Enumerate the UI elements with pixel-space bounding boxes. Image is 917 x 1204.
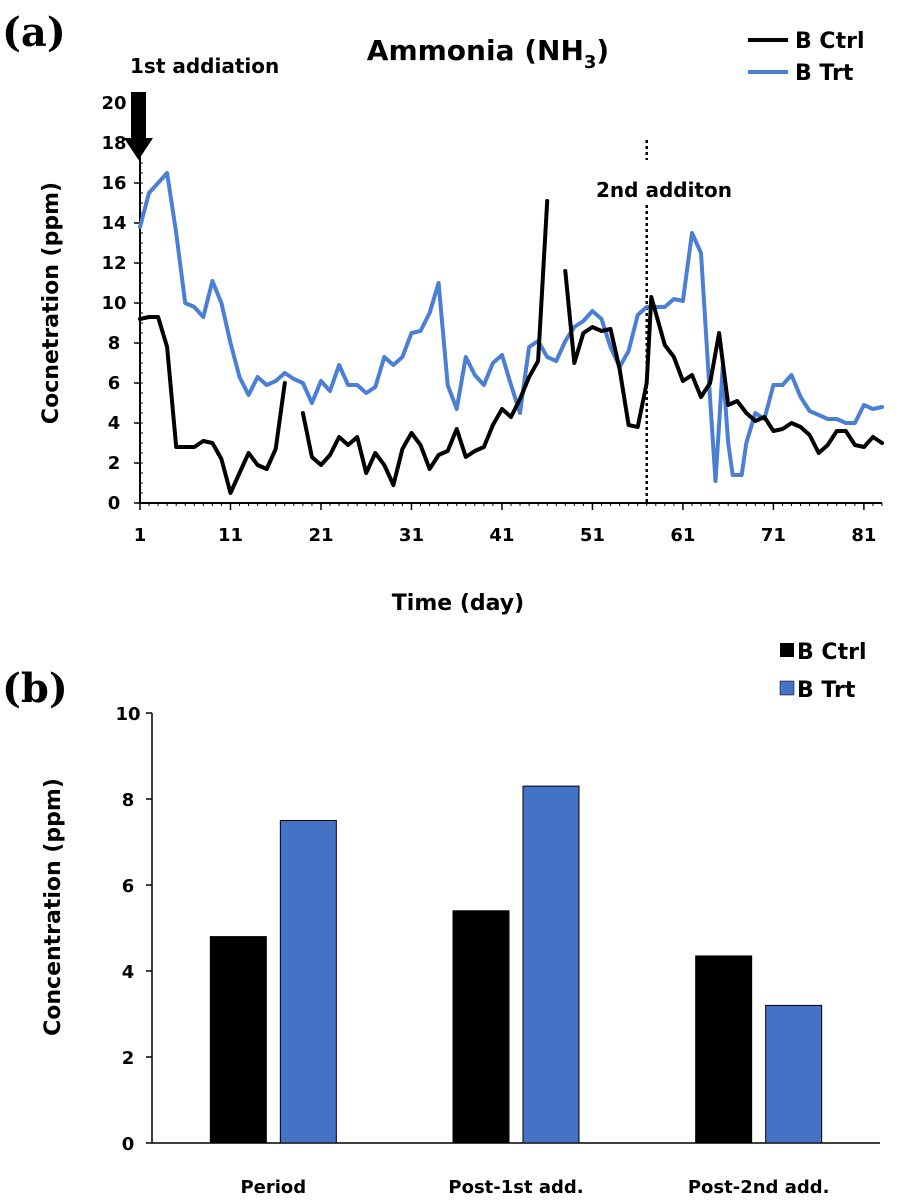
series-lines <box>138 171 884 495</box>
panel-label-b: (b) <box>2 665 68 712</box>
bar-b-ctrl-3 <box>695 955 753 1144</box>
category-label: Period <box>240 1177 306 1198</box>
y-tick-label: 14 <box>101 213 126 234</box>
y-tick-label: 6 <box>122 876 135 897</box>
y-ticks: 0 2 4 6 8 10 <box>115 704 152 1155</box>
annotation-2nd-addition: 2nd additon <box>596 178 732 202</box>
arrow-shaft <box>131 92 146 140</box>
category-label: Post-1st add. <box>448 1177 583 1198</box>
annotation-1st-addition: 1st addiation <box>130 54 279 78</box>
x-axis-label: Time (day) <box>392 591 524 616</box>
x-tick-label: 81 <box>851 525 876 546</box>
x-tick-label: 41 <box>489 525 514 546</box>
bar-b-trt-2 <box>522 785 580 1144</box>
x-tick-label: 21 <box>308 525 333 546</box>
x-tick-label: 61 <box>670 525 695 546</box>
legend-swatch-b-trt <box>779 680 795 696</box>
y-tick-label: 4 <box>108 413 121 434</box>
bar-b-ctrl-1 <box>209 936 267 1144</box>
y-tick-label: 0 <box>108 493 121 514</box>
y-tick-label: 10 <box>115 704 140 725</box>
y-tick-label: 8 <box>122 790 135 811</box>
line-chart-panel: (a) Ammonia (NH3) B Ctrl B Trt 1st addia… <box>2 9 884 616</box>
category-label: Post-2nd add. <box>688 1177 830 1198</box>
series-line-b-ctrl-segment-1 <box>138 315 287 495</box>
panel-label-a: (a) <box>2 9 66 56</box>
y-tick-label: 10 <box>101 293 126 314</box>
series-line-b-trt-segment-1 <box>138 171 884 483</box>
legend-swatch-b-ctrl <box>780 643 794 657</box>
y-tick-label: 6 <box>108 373 121 394</box>
bar-b-trt-3 <box>765 1004 823 1144</box>
x-ticks: 1 11 21 31 41 51 61 71 81 <box>134 503 883 546</box>
y-tick-label: 12 <box>101 253 126 274</box>
y-tick-label: 0 <box>122 1134 135 1155</box>
x-tick-label: 51 <box>580 525 605 546</box>
bars <box>209 785 823 1144</box>
x-tick-label: 11 <box>218 525 243 546</box>
y-tick-label: 8 <box>108 333 121 354</box>
legend-label-b-ctrl: B Ctrl <box>795 29 864 54</box>
y-tick-label: 20 <box>101 93 126 114</box>
y-tick-label: 2 <box>122 1048 135 1069</box>
y-tick-label: 18 <box>101 133 126 154</box>
bar-chart-panel: (b) B Ctrl B Trt 0 2 4 6 8 10 Period Post-1st … <box>2 640 880 1198</box>
y-axis-label: Concentration (ppm) <box>41 778 66 1036</box>
chart-title: Ammonia (NH3) <box>367 34 609 73</box>
y-ticks: 0 2 4 6 8 10 12 14 16 18 20 <box>101 93 143 514</box>
arrow-down-icon <box>124 138 153 160</box>
bar-b-ctrl-2 <box>452 910 510 1144</box>
series-line-b-ctrl-segment-3 <box>563 269 884 455</box>
legend-label-b-trt: B Trt <box>795 61 854 86</box>
x-tick-label: 31 <box>399 525 424 546</box>
x-tick-label: 1 <box>134 525 147 546</box>
series-line-b-ctrl-segment-2 <box>300 199 550 487</box>
category-labels: Period Post-1st add. Post-2nd add. <box>240 1177 829 1198</box>
bar-b-trt-1 <box>279 820 337 1144</box>
y-tick-label: 16 <box>101 173 126 194</box>
legend-label-b-trt: B Trt <box>797 678 856 703</box>
y-axis-label: Cocnetration (ppm) <box>39 182 64 424</box>
legend-label-b-ctrl: B Ctrl <box>797 640 866 665</box>
y-tick-label: 2 <box>108 453 121 474</box>
x-tick-label: 71 <box>761 525 786 546</box>
y-tick-label: 4 <box>122 962 135 983</box>
